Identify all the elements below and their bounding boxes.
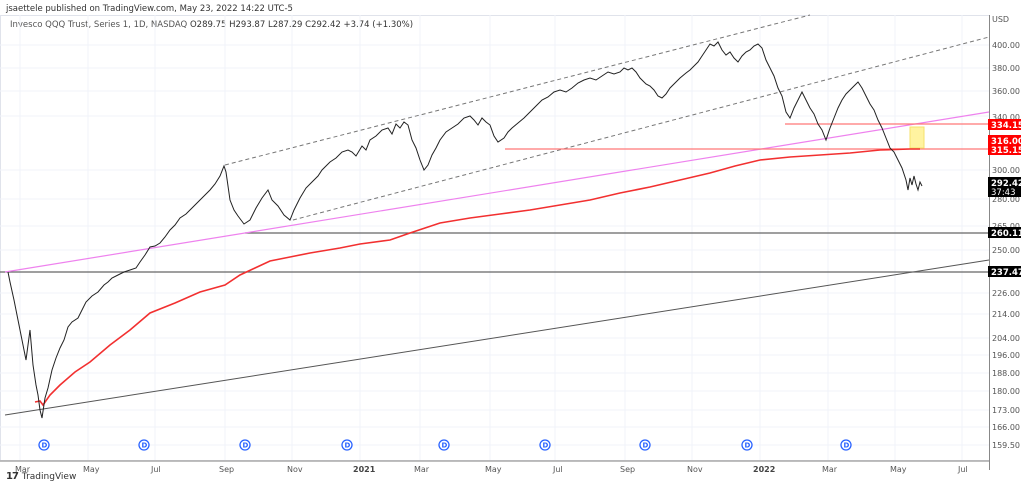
svg-text:400.00: 400.00	[992, 41, 1020, 50]
dividend-icon: D	[639, 439, 651, 451]
svg-text:37:43: 37:43	[991, 188, 1016, 198]
svg-text:226.00: 226.00	[992, 289, 1020, 298]
brand-name: TradingView	[21, 471, 77, 482]
symbol-name: Invesco QQQ Trust, Series 1, 1D, NASDAQ	[10, 20, 188, 30]
svg-text:Jul: Jul	[957, 465, 968, 474]
svg-text:Mar: Mar	[822, 465, 838, 474]
svg-text:173.00: 173.00	[992, 406, 1020, 415]
svg-text:214.00: 214.00	[992, 310, 1020, 319]
svg-text:166.00: 166.00	[992, 423, 1020, 432]
svg-text:237.47: 237.47	[991, 268, 1024, 278]
svg-text:USD: USD	[992, 15, 1009, 24]
x-axis[interactable]: Mar May Jul Sep Nov 2021 Mar May Jul Sep Nov 2…	[15, 465, 968, 474]
publisher-line: jsaettele published on TradingView.com, …	[6, 4, 293, 14]
svg-text:196.00: 196.00	[992, 351, 1020, 360]
svg-text:316.00: 316.00	[991, 137, 1024, 147]
svg-text:Sep: Sep	[219, 465, 234, 474]
moving-average-line	[34, 148, 920, 407]
svg-text:2022: 2022	[753, 465, 775, 474]
svg-text:360.00: 360.00	[992, 87, 1020, 96]
svg-text:188.00: 188.00	[992, 369, 1020, 378]
support-trendline[interactable]	[4, 259, 990, 416]
vertical-grid	[19, 15, 963, 460]
dividend-icon: D	[341, 439, 353, 451]
svg-text:300.00: 300.00	[992, 166, 1020, 175]
svg-text:D: D	[243, 442, 249, 450]
svg-text:315.15: 315.15	[991, 146, 1024, 156]
dividend-markers[interactable]: D D D D D D D D D	[38, 439, 852, 451]
dividend-icon: D	[741, 439, 753, 451]
price-tag-237: 237.47	[988, 266, 1024, 278]
svg-text:D: D	[442, 442, 448, 450]
svg-text:280.00: 280.00	[992, 195, 1020, 204]
svg-text:250.00: 250.00	[992, 246, 1020, 255]
svg-text:May: May	[485, 465, 502, 474]
dividend-icon: D	[539, 439, 551, 451]
svg-text:380.00: 380.00	[992, 64, 1020, 73]
y-axis[interactable]: USD 400.00 380.00 360.00 340.00 300.00 280.…	[992, 15, 1020, 450]
tradingview-logo-icon: 17	[6, 471, 19, 482]
svg-text:May: May	[83, 465, 100, 474]
high-value: H293.87	[229, 20, 266, 30]
svg-text:180.00: 180.00	[992, 387, 1020, 396]
change-value: +3.74 (+1.30%)	[343, 20, 414, 30]
svg-text:340.00: 340.00	[992, 113, 1020, 122]
svg-text:2021: 2021	[353, 465, 376, 474]
svg-text:Mar: Mar	[414, 465, 430, 474]
svg-text:265.00: 265.00	[992, 222, 1020, 231]
dividend-icon: D	[138, 439, 150, 451]
svg-text:D: D	[844, 442, 850, 450]
dividend-icon: D	[239, 439, 251, 451]
svg-text:Nov: Nov	[687, 465, 703, 474]
close-value: C292.42	[305, 20, 341, 30]
symbol-legend: Invesco QQQ Trust, Series 1, 1D, NASDAQ …	[10, 20, 413, 30]
svg-text:260.11: 260.11	[991, 229, 1024, 239]
last-price-tag: 292.42 37:43	[988, 177, 1024, 198]
chart-frame	[0, 15, 990, 461]
open-value: O289.75	[189, 20, 227, 30]
svg-text:204.00: 204.00	[992, 334, 1020, 343]
upper-channel-line[interactable]	[224, 14, 811, 166]
svg-text:D: D	[345, 442, 351, 450]
svg-text:Mar: Mar	[15, 465, 31, 474]
svg-text:Nov: Nov	[287, 465, 303, 474]
magenta-trendline[interactable]	[4, 111, 990, 273]
svg-text:334.15: 334.15	[991, 121, 1024, 131]
price-tag-260: 260.11	[988, 227, 1024, 239]
price-tag-316: 316.00 315.15	[988, 135, 1024, 156]
dividend-icon: D	[840, 439, 852, 451]
svg-text:Jul: Jul	[150, 465, 161, 474]
horizontal-grid	[0, 44, 989, 446]
dividend-icon: D	[38, 439, 50, 451]
svg-text:D: D	[543, 442, 549, 450]
svg-text:292.42: 292.42	[991, 179, 1024, 189]
price-series	[7, 41, 923, 419]
price-tag-334: 334.15	[988, 119, 1024, 131]
lower-channel-line[interactable]	[292, 36, 990, 221]
svg-text:Jul: Jul	[552, 465, 563, 474]
svg-text:May: May	[890, 465, 907, 474]
svg-text:D: D	[745, 442, 751, 450]
dividend-icon: D	[438, 439, 450, 451]
svg-text:D: D	[42, 442, 48, 450]
target-box[interactable]	[909, 126, 925, 149]
svg-text:D: D	[643, 442, 649, 450]
footer-branding: 17 TradingView	[6, 471, 76, 482]
low-value: L287.29	[267, 20, 303, 30]
svg-text:D: D	[142, 442, 148, 450]
svg-text:Sep: Sep	[620, 465, 635, 474]
svg-text:159.50: 159.50	[992, 441, 1020, 450]
